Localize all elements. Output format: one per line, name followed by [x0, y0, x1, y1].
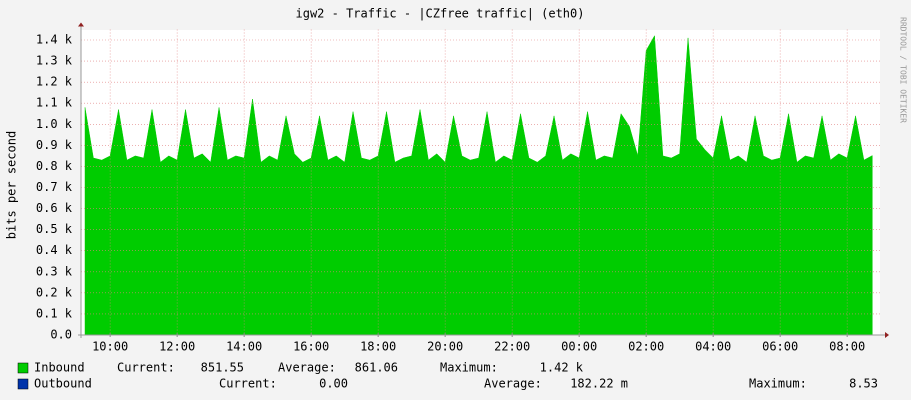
y-tick-label: 0.2 k — [36, 285, 73, 299]
y-axis-label: bits per second — [5, 131, 19, 239]
y-tick-label: 0.3 k — [36, 264, 73, 278]
y-tick-label: 0.8 k — [36, 159, 73, 173]
legend-label: Inbound — [34, 361, 85, 375]
chart-title: igw2 - Traffic - |CZfree traffic| (eth0) — [296, 7, 585, 21]
x-tick-label: 02:00 — [628, 340, 664, 354]
y-tick-label: 1.0 k — [36, 117, 73, 131]
y-tick-label: 1.3 k — [36, 54, 73, 68]
y-tick-label: 1.2 k — [36, 75, 73, 89]
y-tick-label: 0.0 — [50, 328, 72, 342]
x-tick-label: 20:00 — [427, 340, 463, 354]
watermark: RRDTOOL / TOBI OETIKER — [899, 17, 908, 123]
legend-label: Outbound — [34, 377, 92, 391]
area — [84, 34, 873, 336]
legend-stat-value: 8.53 — [849, 377, 878, 391]
legend-stat-value: 1.42 k — [540, 361, 584, 375]
y-tick-label: 0.6 k — [36, 201, 73, 215]
legend-stat-label: Current: — [219, 377, 277, 391]
y-tick-label: 0.5 k — [36, 222, 73, 236]
legend-stat-label: Average: — [484, 377, 542, 391]
legend-swatch — [17, 378, 29, 390]
x-tick-label: 22:00 — [494, 340, 530, 354]
x-tick-label: 08:00 — [829, 340, 865, 354]
x-tick-label: 12:00 — [159, 340, 195, 354]
x-tick-label: 04:00 — [695, 340, 731, 354]
legend-swatch — [17, 362, 29, 374]
x-tick-label: 10:00 — [92, 340, 128, 354]
legend-stat-value: 182.22 m — [570, 377, 628, 391]
x-tick-label: 16:00 — [293, 340, 329, 354]
y-tick-label: 0.1 k — [36, 306, 73, 320]
x-tick-label: 00:00 — [561, 340, 597, 354]
y-tick-label: 0.7 k — [36, 180, 73, 194]
legend-stat-label: Maximum: — [749, 377, 807, 391]
y-tick-label: 1.1 k — [36, 96, 73, 110]
legend-stat-value: 861.06 — [355, 361, 398, 375]
y-tick-label: 1.4 k — [36, 33, 73, 47]
x-tick-label: 06:00 — [762, 340, 798, 354]
legend-stat-label: Current: — [117, 361, 175, 375]
x-tick-label: 14:00 — [226, 340, 262, 354]
axis-arrow — [885, 332, 889, 338]
y-tick-label: 0.4 k — [36, 243, 73, 257]
legend-stat-label: Average: — [278, 361, 336, 375]
x-tick-label: 18:00 — [360, 340, 396, 354]
legend-stat-value: 0.00 — [319, 377, 348, 391]
y-tick-label: 0.9 k — [36, 138, 73, 152]
legend-stat-label: Maximum: — [440, 361, 498, 375]
axis-arrow — [78, 22, 84, 27]
legend-stat-value: 851.55 — [201, 361, 244, 375]
